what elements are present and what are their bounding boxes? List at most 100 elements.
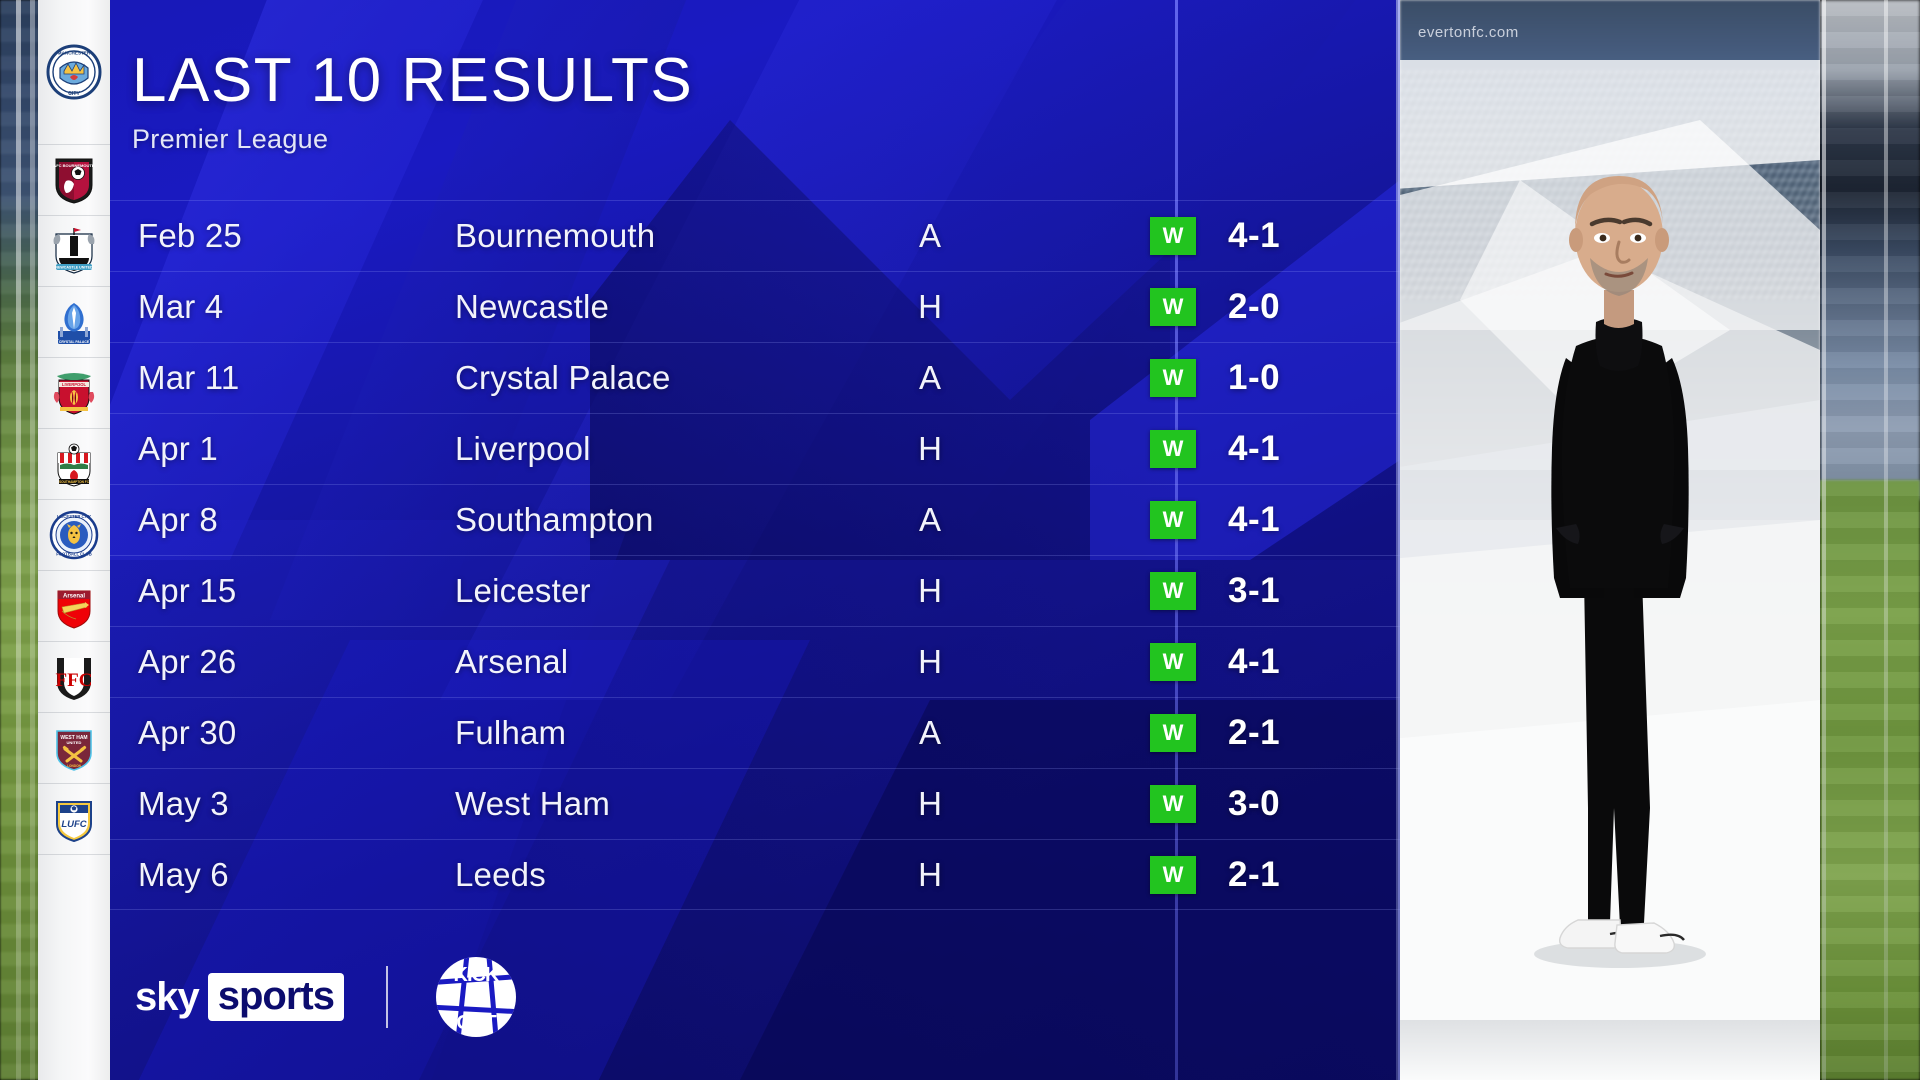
row-date: Apr 1 [138,430,218,467]
results-panel: LAST 10 RESULTS Premier League Feb 25 Bo… [110,0,1400,1080]
result-badge: W [1150,643,1196,681]
row-date: Apr 26 [138,643,237,680]
result-badge: W [1150,714,1196,752]
row-score: 2-1 [1228,854,1281,894]
svg-text:SOUTHAMPTON FC: SOUTHAMPTON FC [59,480,90,484]
row-venue: H [918,288,942,325]
floor-reflection [1400,1020,1820,1080]
crest-item-manchester-city[interactable]: MANCHESTER CITY [38,0,110,145]
svg-text:Arsenal: Arsenal [63,594,85,600]
table-row[interactable]: Mar 4 Newcastle H W 2-0 [110,271,1400,342]
result-badge: W [1150,288,1196,326]
result-badge: W [1150,785,1196,823]
table-row[interactable]: Mar 11 Crystal Palace A W 1-0 [110,342,1400,413]
result-badge: W [1150,572,1196,610]
southampton-crest: SOUTHAMPTON FC [51,439,97,489]
crest-item-liverpool[interactable]: LIVERPOOL [38,358,110,429]
table-row[interactable]: Apr 30 Fulham A W 2-1 [110,697,1400,768]
row-venue: A [918,359,941,396]
crest-item-fulham[interactable]: FFC [38,642,110,713]
newcastle-crest: NEWCASTLE UNITED [50,226,98,276]
svg-text:IT: IT [468,988,485,1010]
results-table: Feb 25 Bournemouth A W 4-1 Mar 4 Newcast… [110,200,1400,910]
stand-seating [1820,0,1920,500]
row-date: Apr 15 [138,572,237,609]
row-score: 4-1 [1228,500,1281,539]
row-venue: H [918,643,942,680]
sky-sports-logo: sky sports [135,973,344,1021]
crest-item-leicester-city[interactable]: LEICESTER CITY FOOTBALL CLUB [38,500,110,571]
crest-item-west-ham[interactable]: WEST HAM UNITED LONDON [38,713,110,784]
row-score: 4-1 [1228,429,1281,468]
table-row[interactable]: May 6 Leeds H W 2-1 [110,839,1400,910]
row-team: Newcastle [455,288,610,325]
row-score: 4-1 [1228,642,1281,681]
row-venue: A [918,714,941,751]
footer-logos: sky sports [135,957,522,1037]
manager-portrait [1534,176,1706,968]
row-venue: H [918,430,942,467]
panel-header: LAST 10 RESULTS Premier League [132,50,693,155]
crest-item-crystal-palace[interactable]: CRYSTAL PALACE [38,287,110,358]
fulham-crest: FFC [51,652,97,702]
row-venue: A [918,217,941,254]
crest-rail-spacer [38,855,110,1035]
crest-item-newcastle[interactable]: NEWCASTLE UNITED [38,216,110,287]
row-date: Mar 4 [138,288,224,325]
svg-text:WEST HAM: WEST HAM [60,735,87,741]
row-team: Southampton [455,501,654,538]
svg-text:AFC BOURNEMOUTH: AFC BOURNEMOUTH [53,163,94,168]
row-score: 2-1 [1228,713,1281,752]
row-team: Crystal Palace [455,359,671,396]
kick-it-out-logo: KICK IT OUT [430,955,522,1039]
svg-text:LUFC: LUFC [61,819,86,830]
table-row[interactable]: May 3 West Ham H W 3-0 [110,768,1400,839]
sky-wordmark: sky [135,974,200,1019]
crest-item-southampton[interactable]: SOUTHAMPTON FC [38,429,110,500]
row-team: Fulham [455,714,567,751]
stadium-post-right-2 [1884,0,1888,1080]
crest-item-bournemouth[interactable]: AFC BOURNEMOUTH [38,145,110,216]
media-panel: evertonfc.com [1400,0,1820,1080]
result-badge: W [1150,501,1196,539]
table-row[interactable]: Apr 26 Arsenal H W 4-1 [110,626,1400,697]
row-venue: A [918,501,941,538]
svg-text:OUT: OUT [456,1012,496,1034]
pitch-grass [1820,480,1920,1080]
row-score: 2-0 [1228,287,1281,326]
crest-item-leeds[interactable]: LUFC [38,784,110,855]
crystal-palace-crest: CRYSTAL PALACE [50,297,98,347]
svg-text:FOOTBALL CLUB: FOOTBALL CLUB [56,552,92,557]
manchester-city-crest: MANCHESTER CITY [46,44,102,100]
bournemouth-crest: AFC BOURNEMOUTH [52,155,96,205]
table-row[interactable]: Apr 8 Southampton A W 4-1 [110,484,1400,555]
table-row[interactable]: Apr 1 Liverpool H W 4-1 [110,413,1400,484]
page-title: LAST 10 RESULTS [132,46,694,115]
column-divider [1175,0,1178,1080]
svg-text:KICK: KICK [454,964,500,986]
stadium-post-right [1822,0,1826,1080]
west-ham-crest: WEST HAM UNITED LONDON [51,723,97,773]
row-team: Leicester [455,572,591,609]
pitchside-advert-text: evertonfc.com [1418,24,1519,41]
crest-item-arsenal[interactable]: Arsenal [38,571,110,642]
row-team: West Ham [455,785,611,822]
liverpool-crest: LIVERPOOL [51,368,97,418]
row-venue: H [918,572,942,609]
row-team: Leeds [455,855,546,893]
svg-text:UNITED: UNITED [67,740,82,745]
row-score: 1-0 [1228,358,1281,397]
arsenal-crest: Arsenal [51,581,97,631]
row-venue: H [918,785,942,822]
svg-text:LEICESTER CITY: LEICESTER CITY [57,514,91,519]
table-row[interactable]: Feb 25 Bournemouth A W 4-1 [110,200,1400,271]
result-badge: W [1150,430,1196,468]
leeds-crest: LUFC [51,794,97,844]
stadium-backdrop-right [1820,0,1920,1080]
row-team: Liverpool [455,430,591,467]
svg-text:NEWCASTLE UNITED: NEWCASTLE UNITED [55,266,93,270]
svg-text:LONDON: LONDON [67,764,82,768]
stadium-post-left [16,0,21,1080]
table-row[interactable]: Apr 15 Leicester H W 3-1 [110,555,1400,626]
